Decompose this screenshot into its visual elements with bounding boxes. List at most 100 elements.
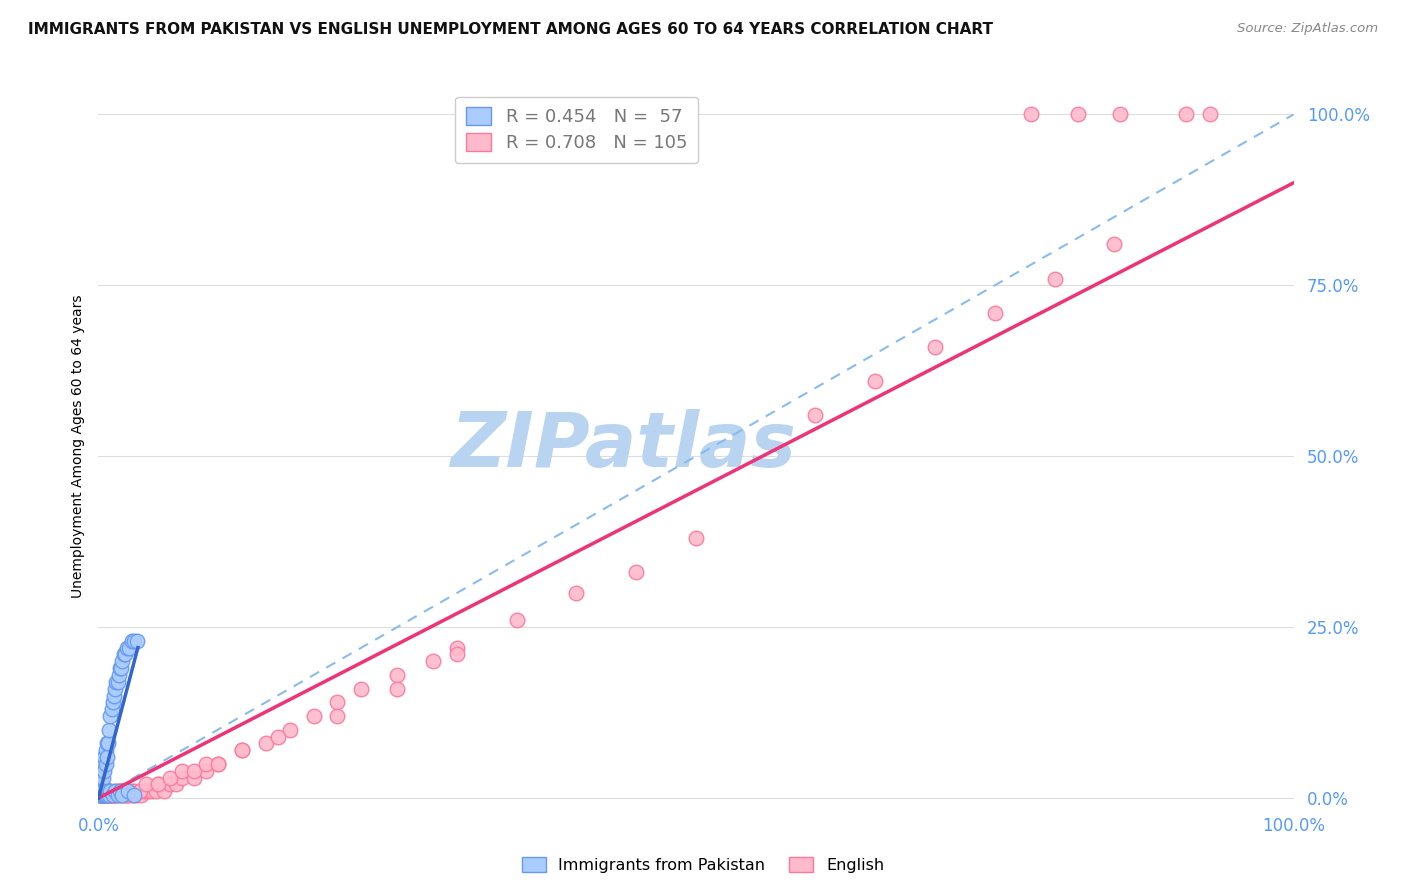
Point bbox=[98, 788, 121, 802]
Point bbox=[98, 788, 122, 802]
Point bbox=[132, 784, 155, 798]
Point bbox=[124, 788, 146, 802]
Point bbox=[94, 743, 117, 757]
Point bbox=[90, 788, 112, 802]
Point bbox=[91, 777, 114, 791]
Point bbox=[231, 743, 253, 757]
Point bbox=[96, 788, 118, 802]
Point bbox=[1109, 107, 1132, 121]
Point bbox=[98, 723, 121, 737]
Point bbox=[90, 788, 112, 802]
Point bbox=[97, 788, 120, 802]
Point bbox=[207, 756, 229, 771]
Point bbox=[1199, 107, 1222, 121]
Legend: R = 0.454   N =  57, R = 0.708   N = 105: R = 0.454 N = 57, R = 0.708 N = 105 bbox=[456, 96, 697, 163]
Point bbox=[89, 777, 111, 791]
Point bbox=[1019, 107, 1042, 121]
Point bbox=[131, 788, 153, 802]
Point bbox=[91, 784, 114, 798]
Point bbox=[207, 756, 229, 771]
Point bbox=[114, 648, 136, 662]
Point bbox=[118, 640, 141, 655]
Point bbox=[1104, 237, 1126, 252]
Point bbox=[129, 784, 152, 798]
Point bbox=[93, 788, 115, 802]
Point bbox=[117, 788, 139, 802]
Point bbox=[90, 788, 112, 802]
Point bbox=[89, 784, 111, 798]
Point bbox=[96, 788, 118, 802]
Point bbox=[98, 784, 122, 798]
Point bbox=[112, 788, 135, 802]
Point bbox=[91, 756, 114, 771]
Point bbox=[148, 777, 170, 791]
Text: Source: ZipAtlas.com: Source: ZipAtlas.com bbox=[1237, 22, 1378, 36]
Point bbox=[89, 788, 111, 802]
Point bbox=[267, 730, 290, 744]
Point bbox=[172, 764, 194, 778]
Point bbox=[115, 788, 138, 802]
Point bbox=[103, 788, 125, 802]
Point bbox=[118, 784, 141, 798]
Point bbox=[93, 764, 115, 778]
Point bbox=[91, 788, 114, 802]
Point bbox=[89, 788, 111, 802]
Point bbox=[110, 788, 132, 802]
Point bbox=[385, 681, 409, 696]
Point bbox=[141, 784, 163, 798]
Point bbox=[98, 788, 122, 802]
Point bbox=[107, 788, 129, 802]
Point bbox=[159, 777, 181, 791]
Point bbox=[93, 788, 115, 802]
Point bbox=[108, 784, 131, 798]
Point bbox=[112, 648, 135, 662]
Point bbox=[865, 374, 887, 388]
Point bbox=[506, 613, 529, 627]
Point bbox=[124, 633, 146, 648]
Point bbox=[93, 788, 115, 802]
Point bbox=[984, 306, 1007, 320]
Point bbox=[90, 788, 112, 802]
Point bbox=[125, 633, 148, 648]
Point bbox=[135, 777, 157, 791]
Point bbox=[91, 788, 114, 802]
Point bbox=[172, 771, 194, 785]
Point bbox=[101, 788, 124, 802]
Point bbox=[98, 788, 121, 802]
Point bbox=[1067, 107, 1090, 121]
Point bbox=[91, 771, 114, 785]
Point bbox=[90, 784, 112, 798]
Point bbox=[924, 340, 946, 354]
Point bbox=[107, 668, 129, 682]
Point bbox=[91, 788, 114, 802]
Point bbox=[108, 784, 131, 798]
Point bbox=[148, 777, 170, 791]
Point bbox=[98, 784, 121, 798]
Point bbox=[302, 709, 325, 723]
Point bbox=[626, 566, 648, 580]
Point bbox=[89, 788, 111, 802]
Point bbox=[326, 695, 349, 709]
Legend: Immigrants from Pakistan, English: Immigrants from Pakistan, English bbox=[516, 851, 890, 880]
Point bbox=[93, 784, 115, 798]
Point bbox=[195, 756, 218, 771]
Point bbox=[231, 743, 253, 757]
Point bbox=[111, 788, 134, 802]
Point bbox=[104, 784, 127, 798]
Point bbox=[101, 788, 124, 802]
Point bbox=[105, 788, 128, 802]
Point bbox=[90, 771, 112, 785]
Point bbox=[96, 788, 118, 802]
Point bbox=[94, 788, 117, 802]
Point bbox=[94, 784, 117, 798]
Y-axis label: Unemployment Among Ages 60 to 64 years: Unemployment Among Ages 60 to 64 years bbox=[70, 294, 84, 598]
Point bbox=[98, 784, 122, 798]
Point bbox=[124, 784, 146, 798]
Point bbox=[91, 784, 114, 798]
Point bbox=[97, 784, 120, 798]
Point bbox=[145, 784, 167, 798]
Point bbox=[94, 788, 117, 802]
Point bbox=[101, 695, 124, 709]
Point bbox=[100, 788, 122, 802]
Point bbox=[385, 668, 409, 682]
